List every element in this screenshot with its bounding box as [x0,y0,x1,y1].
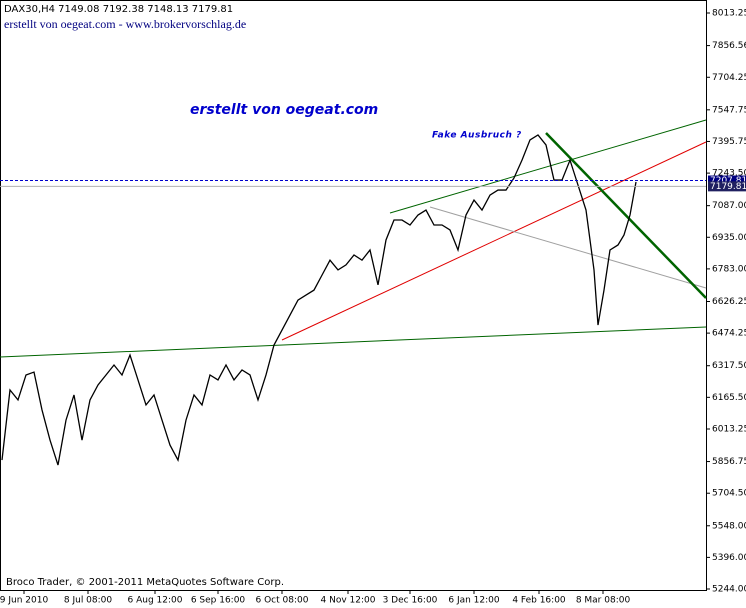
y-tick-label: 5396.00 [712,553,746,563]
x-tick-label: 8 Jul 08:00 [64,596,113,606]
price-label: 7179.81 [710,182,746,192]
x-tick-label: 6 Oct 08:00 [256,596,309,606]
y-tick-label: 5548.00 [712,521,746,531]
y-tick-label: 6013.25 [712,424,746,434]
y-tick-label: 7547.75 [712,105,746,115]
price-line [1,134,637,466]
y-tick-label: 5856.75 [712,457,746,467]
y-tick-label: 6474.25 [712,329,746,339]
x-tick-label: 6 Jan 12:00 [448,596,500,606]
x-tick-label: 6 Sep 16:00 [191,596,246,606]
y-tick-label: 7856.56 [712,41,746,51]
y-tick-label: 5704.50 [712,489,746,499]
y-tick-label: 6783.00 [712,264,746,274]
y-tick-label: 8013.25 [712,8,746,18]
subtitle: erstellt von oegeat.com - www.brokervors… [4,17,246,31]
y-tick-label: 7243.50 [712,169,746,179]
trendline [281,141,707,341]
watermark: erstellt von oegeat.com [190,102,378,118]
price-label-box [708,175,746,186]
y-tick-label: 7395.75 [712,137,746,147]
trendline [545,132,707,299]
footer: Broco Trader, © 2001-2011 MetaQuotes Sof… [6,577,284,588]
y-tick-label: 7087.00 [712,201,746,211]
trendline [389,119,707,214]
y-tick-label: 6317.50 [712,361,746,371]
x-tick-label: 4 Nov 12:00 [321,596,376,606]
annotation: Fake Ausbruch ? [432,131,522,141]
x-tick-label: 6 Aug 12:00 [128,596,183,606]
y-tick-label: 7704.25 [712,73,746,83]
x-tick-label: 9 Jun 2010 [0,596,48,606]
plot-frame [0,0,707,591]
trendline [0,326,707,358]
price-label-box [708,181,746,192]
y-tick-label: 6626.25 [712,297,746,307]
y-tick-label: 6935.00 [712,233,746,243]
header: DAX30,H4 7149.08 7192.38 7148.13 7179.81 [4,4,233,15]
trendline [429,206,707,289]
y-tick-label: 5244.00 [712,585,746,595]
y-tick-label: 6165.50 [712,393,746,403]
price-label: 7207.81 [710,176,746,186]
x-tick-label: 4 Feb 16:00 [512,596,566,606]
x-tick-label: 3 Dec 16:00 [383,596,438,606]
x-tick-label: 8 Mar 08:00 [576,596,631,606]
